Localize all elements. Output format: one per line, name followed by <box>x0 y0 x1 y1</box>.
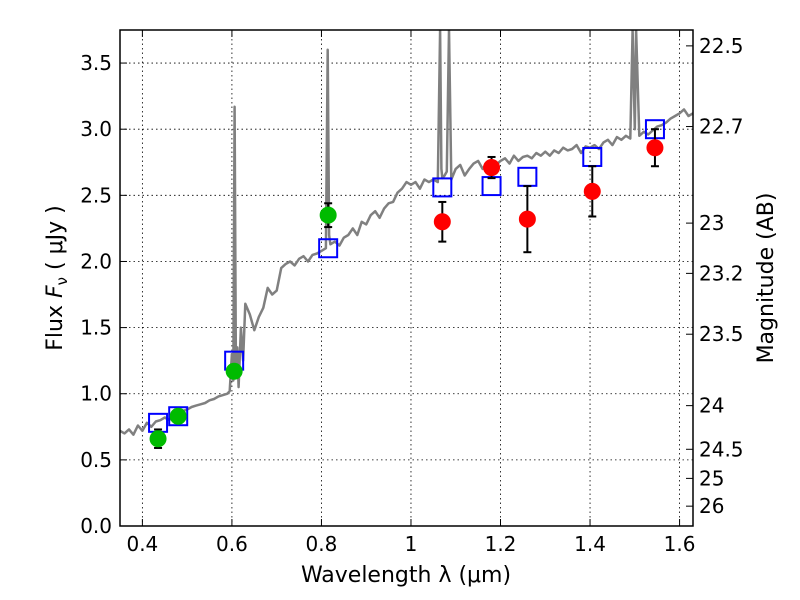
x-tick-label: 0.4 <box>126 532 158 556</box>
y-tick-label: 1.0 <box>80 382 112 406</box>
observed-point <box>483 159 501 177</box>
right-tick-label: 22.7 <box>699 115 744 139</box>
observed-point <box>518 210 536 228</box>
y-tick-label: 1.5 <box>80 316 112 340</box>
right-tick-label: 26 <box>699 494 724 518</box>
model-square-marker <box>168 406 189 427</box>
observed-point <box>149 430 167 448</box>
observed-point <box>583 182 601 200</box>
right-tick-label: 24 <box>699 394 724 418</box>
x-tick-label: 0.6 <box>216 532 248 556</box>
y-axis-label: Flux Fν ( μJy ) <box>43 205 71 350</box>
grid <box>120 30 693 527</box>
model-square-marker <box>432 177 453 198</box>
x-tick-label: 1 <box>405 532 418 556</box>
observed-point <box>433 213 451 231</box>
y-tick-label: 3.0 <box>80 117 112 141</box>
x-tick-label: 1.4 <box>574 532 606 556</box>
plot-frame <box>119 29 694 527</box>
right-tick-label: 22.5 <box>699 34 744 58</box>
y-tick-label: 2.0 <box>80 249 112 273</box>
right-tick-label: 25 <box>699 466 724 490</box>
model-square-marker <box>481 176 502 197</box>
right-tick-label: 23.2 <box>699 261 744 285</box>
right-axis-label: Magnitude (AB) <box>754 193 779 364</box>
model-square-marker <box>517 166 538 187</box>
spectrum-line <box>120 30 693 436</box>
right-tick-label: 23 <box>699 211 724 235</box>
model-square-marker <box>582 146 603 167</box>
y-tick-label: 2.5 <box>80 183 112 207</box>
observed-point <box>646 139 664 157</box>
axis-ticks: 0.4 0.6 0.8 1 1.2 1.4 1.6 0.0 0.5 1.0 1.5 2.0 2.5 3.0… <box>80 30 744 556</box>
x-tick-label: 0.8 <box>306 532 338 556</box>
observed-point <box>225 362 243 380</box>
y-tick-label: 0.0 <box>80 514 112 538</box>
right-tick-label: 23.5 <box>699 322 744 346</box>
x-tick-label: 1.2 <box>485 532 517 556</box>
observed-point <box>319 206 337 224</box>
model-square-marker <box>318 238 339 259</box>
right-tick-label: 24.5 <box>699 437 744 461</box>
plot-area <box>120 30 693 436</box>
y-tick-label: 3.5 <box>80 51 112 75</box>
x-tick-label: 1.6 <box>664 532 696 556</box>
x-axis-label: Wavelength λ (μm) <box>301 563 511 588</box>
markers <box>148 119 665 449</box>
observed-point <box>169 407 187 425</box>
y-tick-label: 0.5 <box>80 448 112 472</box>
